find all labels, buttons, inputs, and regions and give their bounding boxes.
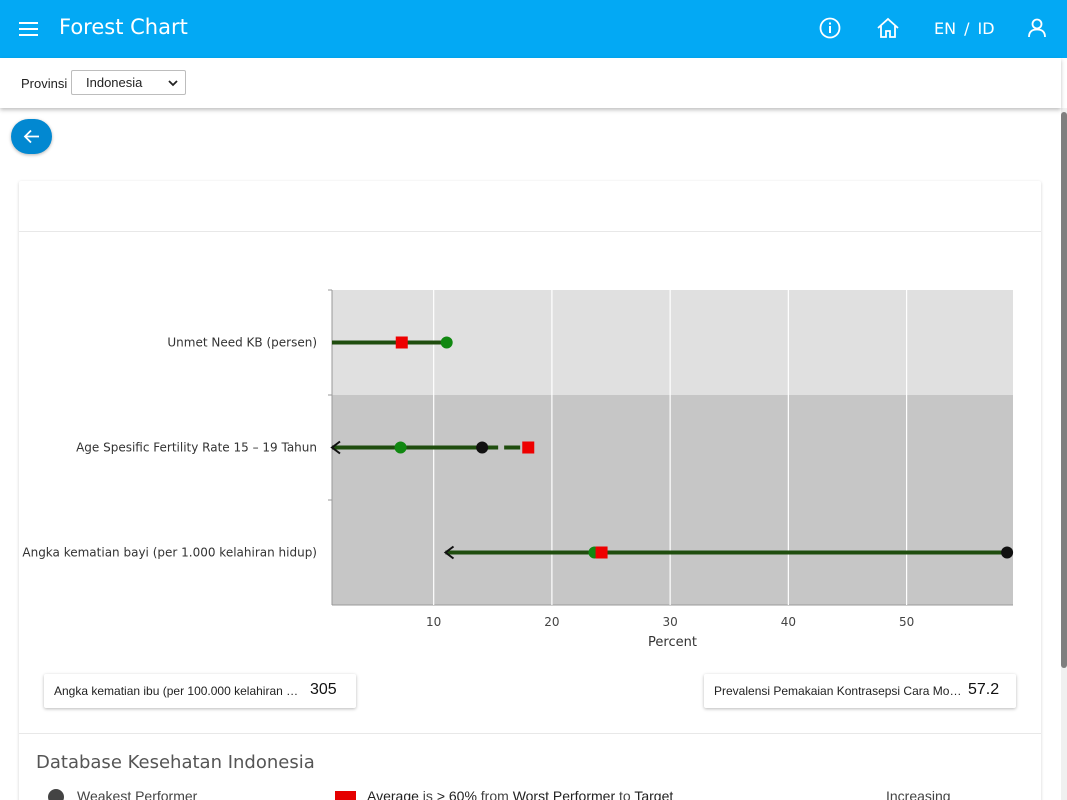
- x-tick-label: 20: [544, 615, 559, 629]
- row-label: Unmet Need KB (persen): [167, 336, 317, 350]
- legend-weakest: Weakest Performer: [77, 788, 198, 800]
- database-section-title: Database Kesehatan Indonesia: [36, 752, 315, 773]
- x-tick-label: 40: [781, 615, 796, 629]
- user-icon[interactable]: [1023, 14, 1051, 42]
- x-tick-label: 30: [662, 615, 677, 629]
- forest-chart: Unmet Need KB (persen) Age Spesific Ferti…: [22, 289, 1014, 650]
- filter-bar: Provinsi Indonesia: [0, 58, 1061, 108]
- row-label: Age Spesific Fertility Rate 15 – 19 Tahu…: [76, 441, 317, 455]
- green-point: [394, 441, 407, 454]
- legend-trend: Increasing: [886, 788, 951, 800]
- stat-label: Prevalensi Pemakaian Kontrasepsi Cara Mo…: [714, 684, 962, 698]
- scrollbar[interactable]: [1061, 108, 1067, 800]
- lang-separator: /: [964, 19, 970, 38]
- province-select[interactable]: Indonesia: [71, 70, 186, 95]
- red-square: [595, 546, 608, 559]
- page-title: Forest Chart: [59, 15, 188, 39]
- card-header-divider: [19, 231, 1041, 232]
- chevron-down-icon: [168, 80, 178, 87]
- menu-icon[interactable]: [18, 18, 40, 40]
- stat-value: 305: [310, 681, 337, 698]
- x-tick-label: 50: [899, 615, 914, 629]
- lang-id-button[interactable]: ID: [977, 19, 995, 38]
- arrow-left-icon: [23, 129, 39, 144]
- app-bar: Forest Chart EN / ID: [0, 0, 1067, 58]
- legend-average: Average is > 60% from Worst Performer to…: [367, 788, 674, 800]
- black-point: [476, 441, 489, 454]
- back-button[interactable]: [11, 119, 52, 154]
- x-tick-label: 10: [426, 615, 441, 629]
- province-select-value: Indonesia: [86, 75, 143, 90]
- stat-value: 57.2: [968, 681, 1000, 698]
- black-point: [1001, 546, 1014, 559]
- red-square: [395, 336, 408, 349]
- row-label: Angka kematian bayi (per 1.000 kelahiran…: [22, 546, 317, 560]
- stat-card-contraceptive-prevalence: Prevalensi Pemakaian Kontrasepsi Cara Mo…: [704, 674, 1016, 708]
- lang-en-button[interactable]: EN: [934, 19, 957, 38]
- x-axis-label: Percent: [648, 635, 697, 650]
- province-label: Provinsi: [21, 76, 68, 91]
- arrow-left-marker: [330, 440, 341, 455]
- card-section-divider: [19, 733, 1041, 734]
- stat-label: Angka kematian ibu (per 100.000 kelahira…: [54, 684, 302, 698]
- stat-card-maternal-mortality: Angka kematian ibu (per 100.000 kelahira…: [44, 674, 356, 708]
- language-switch: EN / ID: [934, 19, 995, 38]
- average-marker: [335, 791, 356, 800]
- arrow-left-marker: [443, 545, 455, 560]
- scrollbar-thumb[interactable]: [1061, 112, 1067, 668]
- weakest-performer-marker: [48, 789, 64, 800]
- home-icon[interactable]: [874, 14, 902, 42]
- info-icon[interactable]: [816, 14, 844, 42]
- red-square: [522, 441, 535, 454]
- green-point: [440, 336, 453, 349]
